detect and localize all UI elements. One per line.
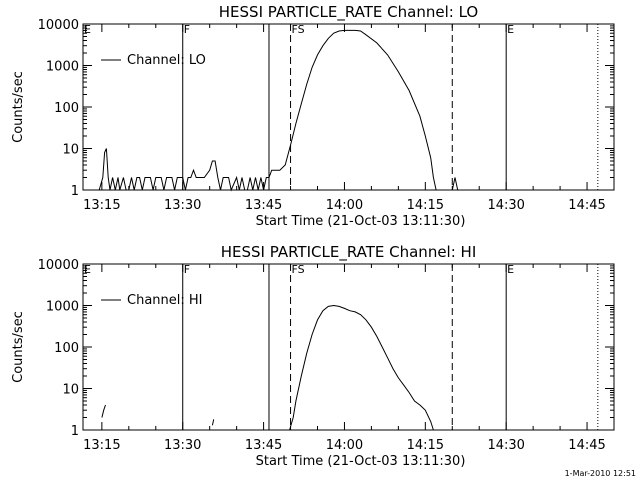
y-tick-label: 1 xyxy=(71,184,79,199)
y-tick-label: 10000 xyxy=(38,258,79,273)
event-marker-label: FS xyxy=(292,263,305,276)
event-marker-label: FS xyxy=(292,23,305,36)
x-axis-label: Start Time (21-Oct-03 13:11:30) xyxy=(256,454,466,469)
x-tick-label: 13:15 xyxy=(83,198,120,213)
chart-panel-2: HESSI PARTICLE_RATE Channel: HI 1 10 100 100… xyxy=(11,243,615,469)
timestamp-stamp: 1-Mar-2010 12:51 xyxy=(565,469,636,478)
series-line-segment xyxy=(289,304,434,431)
plot-frame xyxy=(82,263,615,431)
y-tick-label: 1000 xyxy=(46,300,79,315)
x-tick-label: 13:45 xyxy=(245,198,282,213)
y-tick-label: 1 xyxy=(71,424,79,439)
y-axis-label: Counts/sec xyxy=(11,71,26,143)
event-marker-label: E xyxy=(507,263,514,276)
y-tick-label: 100 xyxy=(54,341,79,356)
x-tick-label: 13:30 xyxy=(164,438,201,453)
chart-panel-1: HESSI PARTICLE_RATE Channel: LO 1 10 100 100… xyxy=(11,3,615,229)
x-tick-label: 13:45 xyxy=(245,438,282,453)
y-tick-label: 10000 xyxy=(38,18,79,33)
legend-label: Channel: HI xyxy=(127,293,203,308)
x-tick-label: 14:45 xyxy=(568,198,605,213)
x-tick-label: 14:15 xyxy=(407,438,444,453)
x-tick-label: 14:45 xyxy=(568,438,605,453)
series-line-segment xyxy=(101,404,106,418)
x-tick-label: 14:00 xyxy=(326,198,363,213)
series-line-segment xyxy=(98,29,437,192)
x-axis-label: Start Time (21-Oct-03 13:11:30) xyxy=(256,214,466,229)
y-tick-label: 100 xyxy=(54,101,79,116)
x-tick-label: 13:30 xyxy=(164,198,201,213)
x-tick-label: 14:30 xyxy=(487,438,524,453)
legend-label: Channel: LO xyxy=(127,53,206,68)
y-tick-label: 10 xyxy=(62,383,79,398)
plot-frame xyxy=(82,23,615,191)
chart-title: HESSI PARTICLE_RATE Channel: LO xyxy=(219,3,478,22)
event-marker-label: E xyxy=(507,23,514,36)
y-tick-label: 1000 xyxy=(46,60,79,75)
event-marker-label: F xyxy=(184,263,190,276)
x-tick-label: 13:15 xyxy=(83,438,120,453)
y-axis-label: Counts/sec xyxy=(11,311,26,383)
x-tick-label: 14:00 xyxy=(326,438,363,453)
chart-title: HESSI PARTICLE_RATE Channel: HI xyxy=(221,243,477,262)
series-line-segment xyxy=(211,419,215,426)
x-tick-label: 14:15 xyxy=(407,198,444,213)
x-tick-label: 14:30 xyxy=(487,198,524,213)
event-marker-label: E xyxy=(84,263,91,276)
y-tick-label: 10 xyxy=(62,143,79,158)
event-marker-label: E xyxy=(84,23,91,36)
event-marker-label: F xyxy=(184,23,190,36)
series-line-segment xyxy=(451,177,459,191)
